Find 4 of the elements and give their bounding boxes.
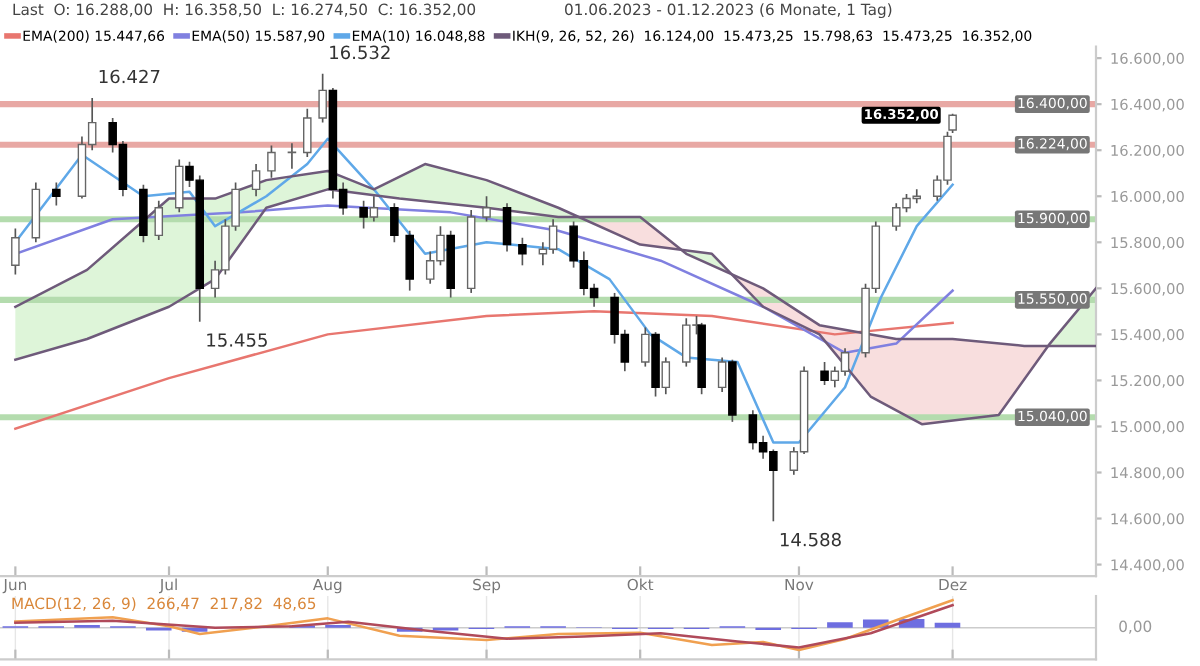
annotation: 14.588: [780, 532, 841, 547]
annotation: 16.427: [99, 69, 160, 84]
annotation: 16.532: [330, 45, 390, 60]
annotation: 15.455: [207, 333, 267, 347]
